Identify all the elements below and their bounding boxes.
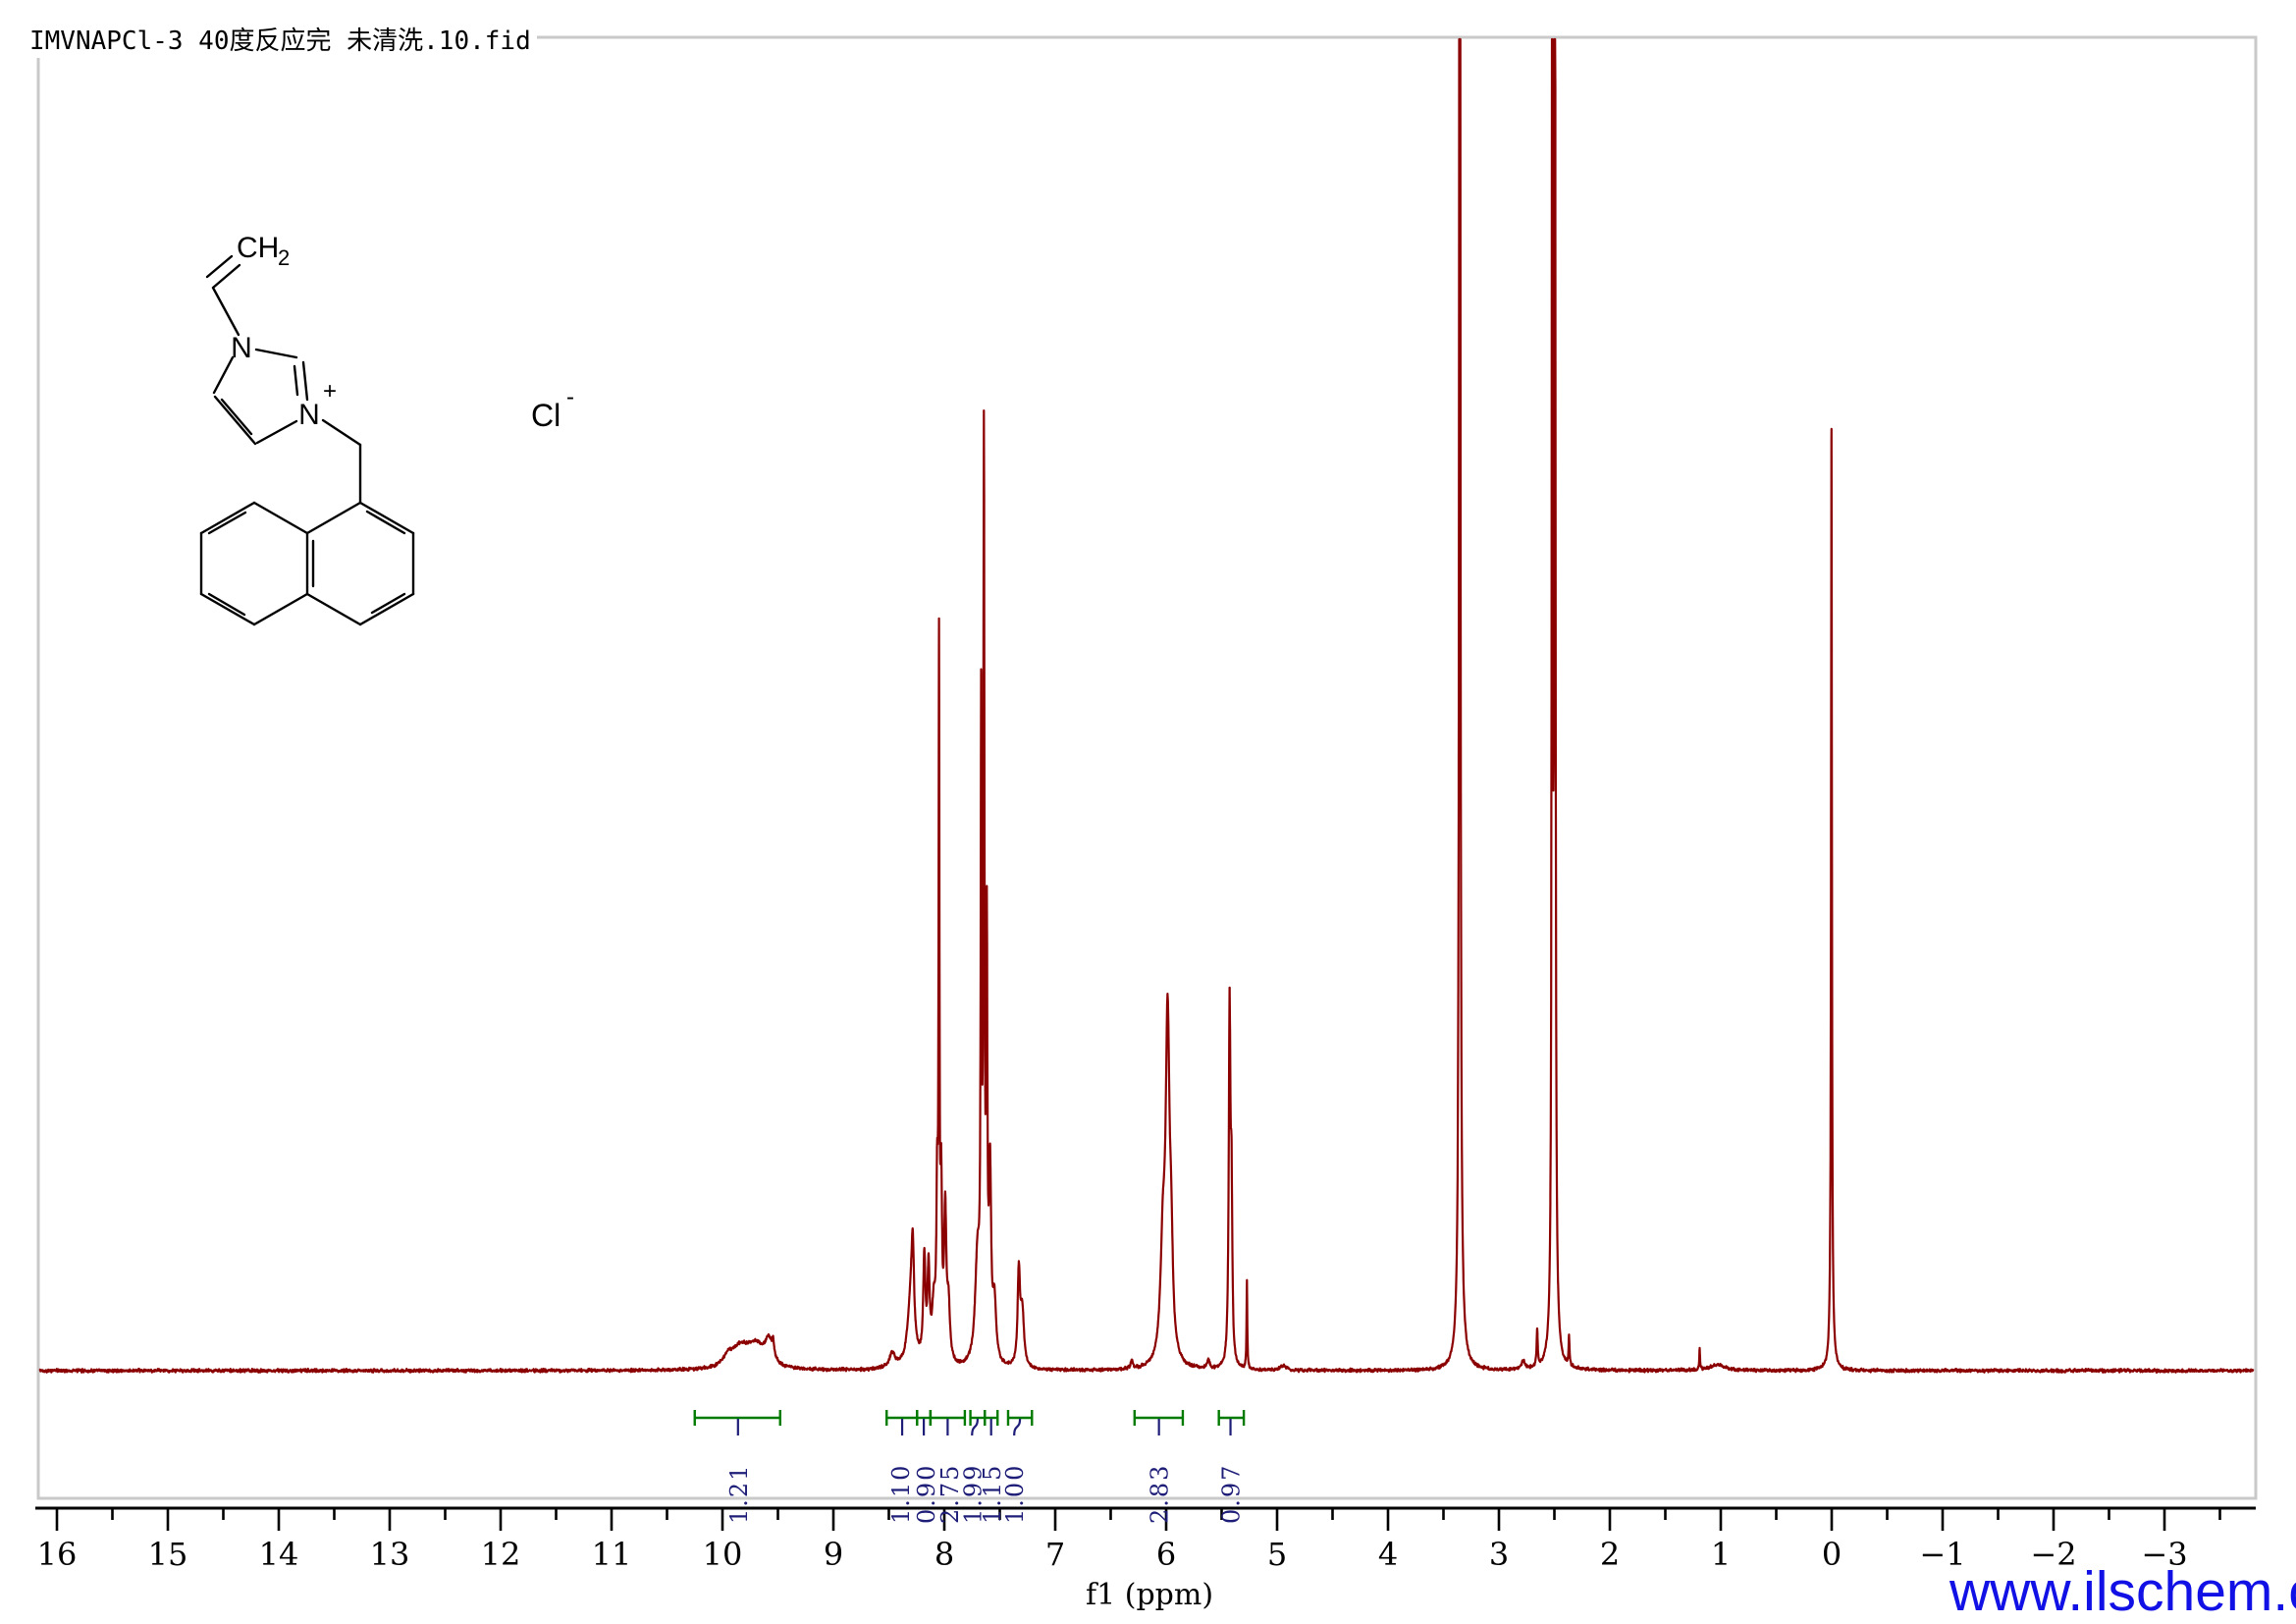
bond <box>358 592 415 626</box>
plot-border <box>36 35 2258 1500</box>
x-axis-tick-label: −3 <box>2141 1536 2187 1573</box>
x-axis-tick-label: 15 <box>148 1536 188 1573</box>
vinyl-n-bond <box>211 286 240 337</box>
bond <box>252 592 309 626</box>
integral-value: 0.90 <box>913 1464 940 1524</box>
x-axis-tick-label: 16 <box>37 1536 78 1573</box>
ring-bond-c2-n3 <box>301 360 309 402</box>
nitrogen-label: N <box>231 332 252 364</box>
vinyl-ch2-label: CH <box>237 232 279 264</box>
ring-bond-c4-c5 <box>213 395 257 446</box>
bridge-bond <box>321 418 362 447</box>
bond <box>358 501 415 535</box>
x-axis-tick-label: 12 <box>481 1536 521 1573</box>
bond <box>305 592 362 626</box>
vinyl-ch2-subscript: 2 <box>278 245 290 270</box>
x-axis-tick-label: 4 <box>1378 1536 1398 1573</box>
integral-value: 2.75 <box>936 1464 964 1524</box>
x-axis-tick-label: 8 <box>934 1536 954 1573</box>
ring-double-inner <box>220 398 253 436</box>
x-axis-tick-label: −1 <box>1919 1536 1965 1573</box>
x-axis-tick-label: −2 <box>2030 1536 2076 1573</box>
integral-value: 1.10 <box>887 1464 915 1524</box>
aromatic-double-inner <box>365 510 406 535</box>
integral-leader <box>1013 1418 1022 1436</box>
integral-value: 1.99 <box>959 1464 987 1524</box>
watermark-link[interactable]: www.ilschem.cn <box>1949 1560 2296 1623</box>
integral-value: 0.97 <box>1218 1464 1246 1524</box>
x-axis-tick-label: 11 <box>592 1536 632 1573</box>
chloride-label: Cl <box>531 398 561 433</box>
aromatic-double-inner <box>207 592 246 617</box>
aromatic-double-inner <box>370 592 406 615</box>
integral-value: 1.00 <box>1001 1464 1029 1524</box>
x-axis-tick-label: 13 <box>370 1536 410 1573</box>
aromatic-double-inner <box>207 511 247 535</box>
chloride-charge-label: - <box>566 384 574 410</box>
integral-value: 2.83 <box>1147 1464 1174 1524</box>
vinyl-double-bond-inner <box>205 254 234 279</box>
x-axis-tick-label: 9 <box>824 1536 843 1573</box>
integral-leader <box>971 1418 979 1436</box>
x-axis-tick-label: 5 <box>1267 1536 1287 1573</box>
ring-bond-c5-n1 <box>212 355 235 395</box>
plus-charge-label: + <box>323 378 337 405</box>
bond <box>199 592 256 626</box>
x-axis-tick-label: 7 <box>1045 1536 1065 1573</box>
nmr-trace <box>38 37 2255 1374</box>
x-axis-tick-label: 2 <box>1600 1536 1620 1573</box>
x-axis-tick-label: 3 <box>1489 1536 1509 1573</box>
x-axis-tick-label: 14 <box>259 1536 299 1573</box>
ring-double-inner <box>293 364 299 397</box>
integral-value: 1.15 <box>979 1464 1006 1524</box>
x-axis-tick-label: 0 <box>1822 1536 1842 1573</box>
nitrogen-plus-label: N <box>298 399 320 431</box>
bond <box>305 501 362 535</box>
x-axis-tick-label: 6 <box>1156 1536 1176 1573</box>
x-axis-tick-label: 1 <box>1711 1536 1731 1573</box>
bond <box>199 501 256 535</box>
integral-value: 1.21 <box>725 1464 753 1524</box>
ring-bond-n3-c4 <box>255 419 298 445</box>
vinyl-double-bond <box>211 263 241 290</box>
spectrum-title: IMVNAPCl-3 40度反应完 未清洗.10.fid <box>27 20 537 58</box>
x-axis-title: f1 (ppm) <box>1086 1578 1213 1612</box>
bond <box>252 501 309 535</box>
x-axis-tick-label: 10 <box>703 1536 743 1573</box>
ring-bond-n1-c2 <box>254 348 298 359</box>
